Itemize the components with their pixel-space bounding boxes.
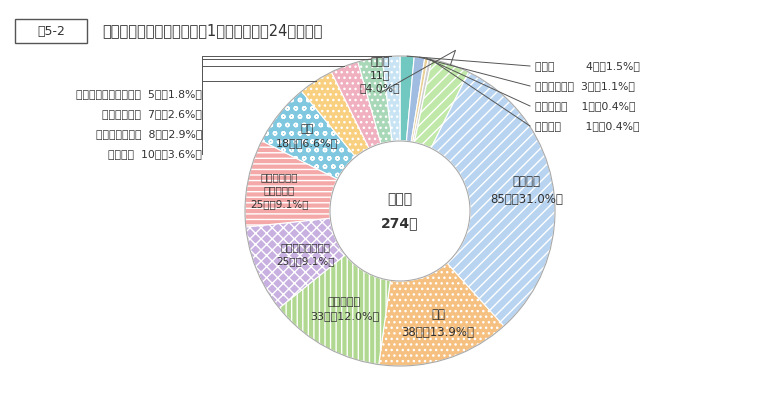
Text: 激突
18人（6.6%）: 激突 18人（6.6%） — [276, 124, 338, 148]
Text: レク・スポーツ  8人（2.9%）: レク・スポーツ 8人（2.9%） — [96, 129, 202, 139]
Text: 踏み抜き       1人（0.4%）: 踏み抜き 1人（0.4%） — [535, 121, 639, 131]
Wedge shape — [245, 218, 345, 308]
FancyBboxPatch shape — [15, 19, 87, 43]
Wedge shape — [414, 59, 469, 148]
Text: 激突され  10人（3.6%）: 激突され 10人（3.6%） — [108, 149, 202, 159]
Wedge shape — [331, 62, 381, 148]
Text: 特殊危険災害  7人（2.6%）: 特殊危険災害 7人（2.6%） — [102, 109, 202, 119]
Text: 崩壊・倒壊    1人（0.4%）: 崩壊・倒壊 1人（0.4%） — [535, 101, 635, 111]
Text: 交通事故（道路）
25人（9.1%）: 交通事故（道路） 25人（9.1%） — [277, 242, 335, 266]
Text: 274人: 274人 — [382, 216, 419, 230]
Wedge shape — [413, 59, 432, 143]
Wedge shape — [378, 263, 504, 366]
Text: 転倒
38人（13.9%）: 転倒 38人（13.9%） — [401, 308, 474, 339]
Wedge shape — [245, 141, 337, 227]
Text: 墜落・転落
33人（12.0%）: 墜落・転落 33人（12.0%） — [310, 297, 379, 321]
Wedge shape — [431, 72, 555, 326]
Wedge shape — [261, 91, 356, 179]
Wedge shape — [279, 255, 391, 364]
Text: 動作の反動・
無理な動作
25人（9.1%）: 動作の反動・ 無理な動作 25人（9.1%） — [250, 172, 309, 209]
Text: 武道訓練
85人（31.0%）: 武道訓練 85人（31.0%） — [490, 175, 563, 206]
Wedge shape — [411, 58, 429, 142]
Text: 事故の型別死傷者数〔休業1日以上（平成24年度）〕: 事故の型別死傷者数〔休業1日以上（平成24年度）〕 — [102, 23, 322, 39]
Wedge shape — [407, 57, 425, 142]
Wedge shape — [382, 56, 400, 141]
Text: その他
11人
（4.0%）: その他 11人 （4.0%） — [359, 57, 401, 93]
Wedge shape — [358, 57, 392, 144]
Circle shape — [330, 141, 470, 281]
Wedge shape — [302, 72, 369, 157]
Text: 図5-2: 図5-2 — [37, 25, 65, 37]
Text: 暴行等         4人（1.5%）: 暴行等 4人（1.5%） — [535, 61, 640, 71]
Wedge shape — [400, 56, 414, 141]
Text: はさまれ・巻き込まれ  5人（1.8%）: はさまれ・巻き込まれ 5人（1.8%） — [76, 89, 202, 99]
Text: 切れ・こすれ  3人（1.1%）: 切れ・こすれ 3人（1.1%） — [535, 81, 635, 91]
Text: 死傷者: 死傷者 — [388, 192, 413, 206]
